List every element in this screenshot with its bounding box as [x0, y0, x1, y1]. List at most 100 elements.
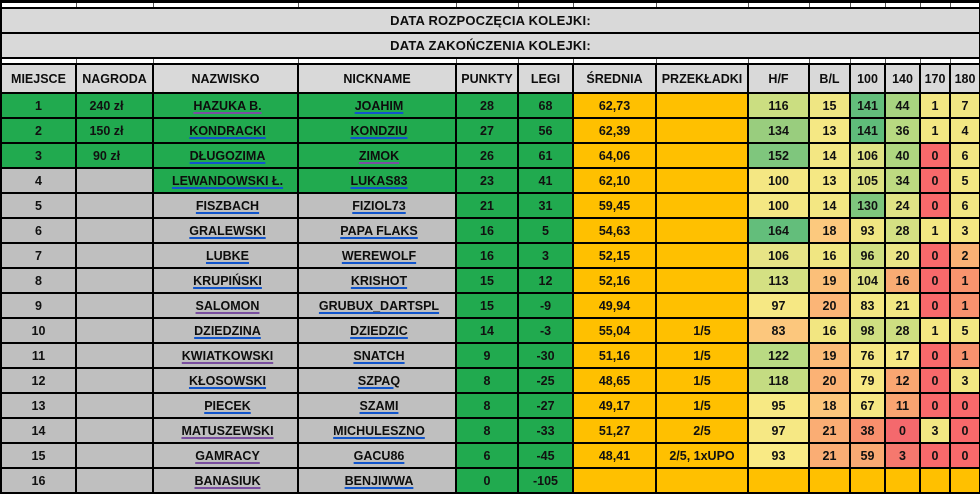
cell-punkty: 16	[455, 242, 519, 269]
cell-nickname-link[interactable]: JOAHIM	[354, 98, 404, 113]
cell-legi: 41	[517, 167, 574, 194]
cell-nazwisko-link[interactable]: KONDRACKI	[189, 123, 266, 138]
cell-bl: 16	[808, 317, 851, 344]
cell-nazwisko[interactable]: DZIEDZINA	[152, 317, 299, 344]
cell-nazwisko-link[interactable]: DZIEDZINA	[194, 323, 261, 338]
cell-nazwisko-link[interactable]: MATUSZEWSKI	[181, 423, 274, 438]
cell-nickname[interactable]: LUKAS83	[297, 167, 457, 194]
cell-nickname[interactable]: ZIMOK	[297, 142, 457, 169]
cell-nazwisko[interactable]: GAMRACY	[152, 442, 299, 469]
cell-nazwisko-link[interactable]: KRUPIŃSKI	[193, 273, 262, 288]
cell-nickname-link[interactable]: SNATCH	[353, 348, 405, 363]
cell-nickname[interactable]: KONDZIU	[297, 117, 457, 144]
cell-nickname[interactable]: MICHULESZNO	[297, 417, 457, 444]
cell-nazwisko-link[interactable]: SALOMON	[195, 298, 260, 313]
cell-hf: 164	[747, 217, 810, 244]
cell-nazwisko-link[interactable]: DŁUGOZIMA	[189, 148, 266, 163]
cell-nazwisko[interactable]: FISZBACH	[152, 192, 299, 219]
cell-nickname-link[interactable]: FIZIOL73	[352, 198, 406, 213]
cell-nazwisko[interactable]: PIECEK	[152, 392, 299, 419]
cell-nickname-link[interactable]: BENJIWWA	[344, 473, 414, 488]
cell-100: 98	[849, 317, 886, 344]
cell-180: 5	[949, 317, 980, 344]
cell-nickname-link[interactable]: GACU86	[353, 448, 405, 463]
cell-punkty: 14	[455, 317, 519, 344]
cell-nazwisko[interactable]: DŁUGOZIMA	[152, 142, 299, 169]
cell-nickname[interactable]: BENJIWWA	[297, 467, 457, 494]
cell-180: 6	[949, 142, 980, 169]
cell-nagroda	[75, 367, 154, 394]
cell-legi: -3	[517, 317, 574, 344]
cell-bl: 20	[808, 367, 851, 394]
cell-nazwisko[interactable]: GRALEWSKI	[152, 217, 299, 244]
cell-nazwisko-link[interactable]: HAZUKA B.	[193, 98, 262, 113]
col-header-140: 140	[884, 63, 921, 94]
cell-srednia: 49,17	[572, 392, 657, 419]
cell-nickname[interactable]: SNATCH	[297, 342, 457, 369]
cell-nazwisko-link[interactable]: GRALEWSKI	[189, 223, 266, 238]
cell-nagroda	[75, 167, 154, 194]
cell-nazwisko-link[interactable]: KWIATKOWSKI	[181, 348, 274, 363]
cell-nazwisko-link[interactable]: LEWANDOWSKI Ł.	[171, 173, 284, 188]
queue-start-label: DATA ROZPOCZĘCIA KOLEJKI:	[0, 7, 980, 34]
cell-nazwisko-link[interactable]: BANASIUK	[194, 473, 261, 488]
cell-nickname-link[interactable]: KONDZIU	[350, 123, 408, 138]
cell-hf: 95	[747, 392, 810, 419]
cell-nickname-link[interactable]: GRUBUX_DARTSPL	[318, 298, 440, 313]
cell-nickname-link[interactable]: SZPAQ	[357, 373, 401, 388]
cell-bl: 19	[808, 342, 851, 369]
cell-nazwisko-link[interactable]: GAMRACY	[195, 448, 260, 463]
cell-nickname[interactable]: GRUBUX_DARTSPL	[297, 292, 457, 319]
cell-nickname[interactable]: SZPAQ	[297, 367, 457, 394]
cell-170: 3	[919, 417, 951, 444]
cell-nazwisko[interactable]: BANASIUK	[152, 467, 299, 494]
cell-nickname[interactable]: SZAMI	[297, 392, 457, 419]
cell-przekladki: 1/5	[655, 317, 749, 344]
cell-nazwisko[interactable]: SALOMON	[152, 292, 299, 319]
cell-nazwisko[interactable]: HAZUKA B.	[152, 92, 299, 119]
cell-nickname[interactable]: DZIEDZIC	[297, 317, 457, 344]
cell-170: 0	[919, 292, 951, 319]
cell-legi: 3	[517, 242, 574, 269]
cell-nickname[interactable]: JOAHIM	[297, 92, 457, 119]
col-header-przekladki: PRZEKŁADKI	[655, 63, 749, 94]
cell-nickname-link[interactable]: DZIEDZIC	[350, 323, 408, 338]
cell-nickname-link[interactable]: PAPA FLAKS	[340, 223, 418, 238]
cell-nickname[interactable]: WEREWOLF	[297, 242, 457, 269]
cell-nickname[interactable]: KRISHOT	[297, 267, 457, 294]
cell-nickname-link[interactable]: LUKAS83	[350, 173, 408, 188]
cell-nazwisko[interactable]: MATUSZEWSKI	[152, 417, 299, 444]
standings-row: 11 KWIATKOWSKI SNATCH 9 -30 51,16 1/5 122 19 76 17…	[0, 342, 980, 369]
cell-nazwisko[interactable]: LEWANDOWSKI Ł.	[152, 167, 299, 194]
cell-nickname-link[interactable]: SZAMI	[359, 398, 399, 413]
cell-nickname-link[interactable]: KRISHOT	[350, 273, 408, 288]
standings-row: 13 PIECEK SZAMI 8 -27 49,17 1/5 95 18 67 11 0 0	[0, 392, 980, 419]
cell-100: 76	[849, 342, 886, 369]
cell-nagroda	[75, 192, 154, 219]
col-header-nickname: NICKNAME	[297, 63, 457, 94]
cell-nickname[interactable]: GACU86	[297, 442, 457, 469]
cell-nickname-link[interactable]: MICHULESZNO	[333, 423, 425, 438]
queue-end-label: DATA ZAKOŃCZENIA KOLEJKI:	[0, 32, 980, 59]
cell-140: 21	[884, 292, 921, 319]
cell-nickname-link[interactable]: WEREWOLF	[341, 248, 417, 263]
cell-nazwisko-link[interactable]: LUBKE	[205, 248, 250, 263]
cell-nazwisko-link[interactable]: KŁOSOWSKI	[188, 373, 267, 388]
cell-140: 34	[884, 167, 921, 194]
cell-przekladki	[655, 467, 749, 494]
cell-srednia: 51,16	[572, 342, 657, 369]
cell-nazwisko[interactable]: KONDRACKI	[152, 117, 299, 144]
cell-srednia: 62,10	[572, 167, 657, 194]
cell-nazwisko[interactable]: LUBKE	[152, 242, 299, 269]
cell-nazwisko-link[interactable]: FISZBACH	[195, 198, 260, 213]
cell-nazwisko-link[interactable]: PIECEK	[204, 398, 251, 413]
cell-nazwisko[interactable]: KŁOSOWSKI	[152, 367, 299, 394]
cell-nazwisko[interactable]: KRUPIŃSKI	[152, 267, 299, 294]
cell-nagroda: 240 zł	[75, 92, 154, 119]
cell-nickname[interactable]: PAPA FLAKS	[297, 217, 457, 244]
col-header-miejsce: MIEJSCE	[0, 63, 77, 94]
cell-nickname[interactable]: FIZIOL73	[297, 192, 457, 219]
cell-nazwisko[interactable]: KWIATKOWSKI	[152, 342, 299, 369]
cell-nickname-link[interactable]: ZIMOK	[358, 148, 400, 163]
